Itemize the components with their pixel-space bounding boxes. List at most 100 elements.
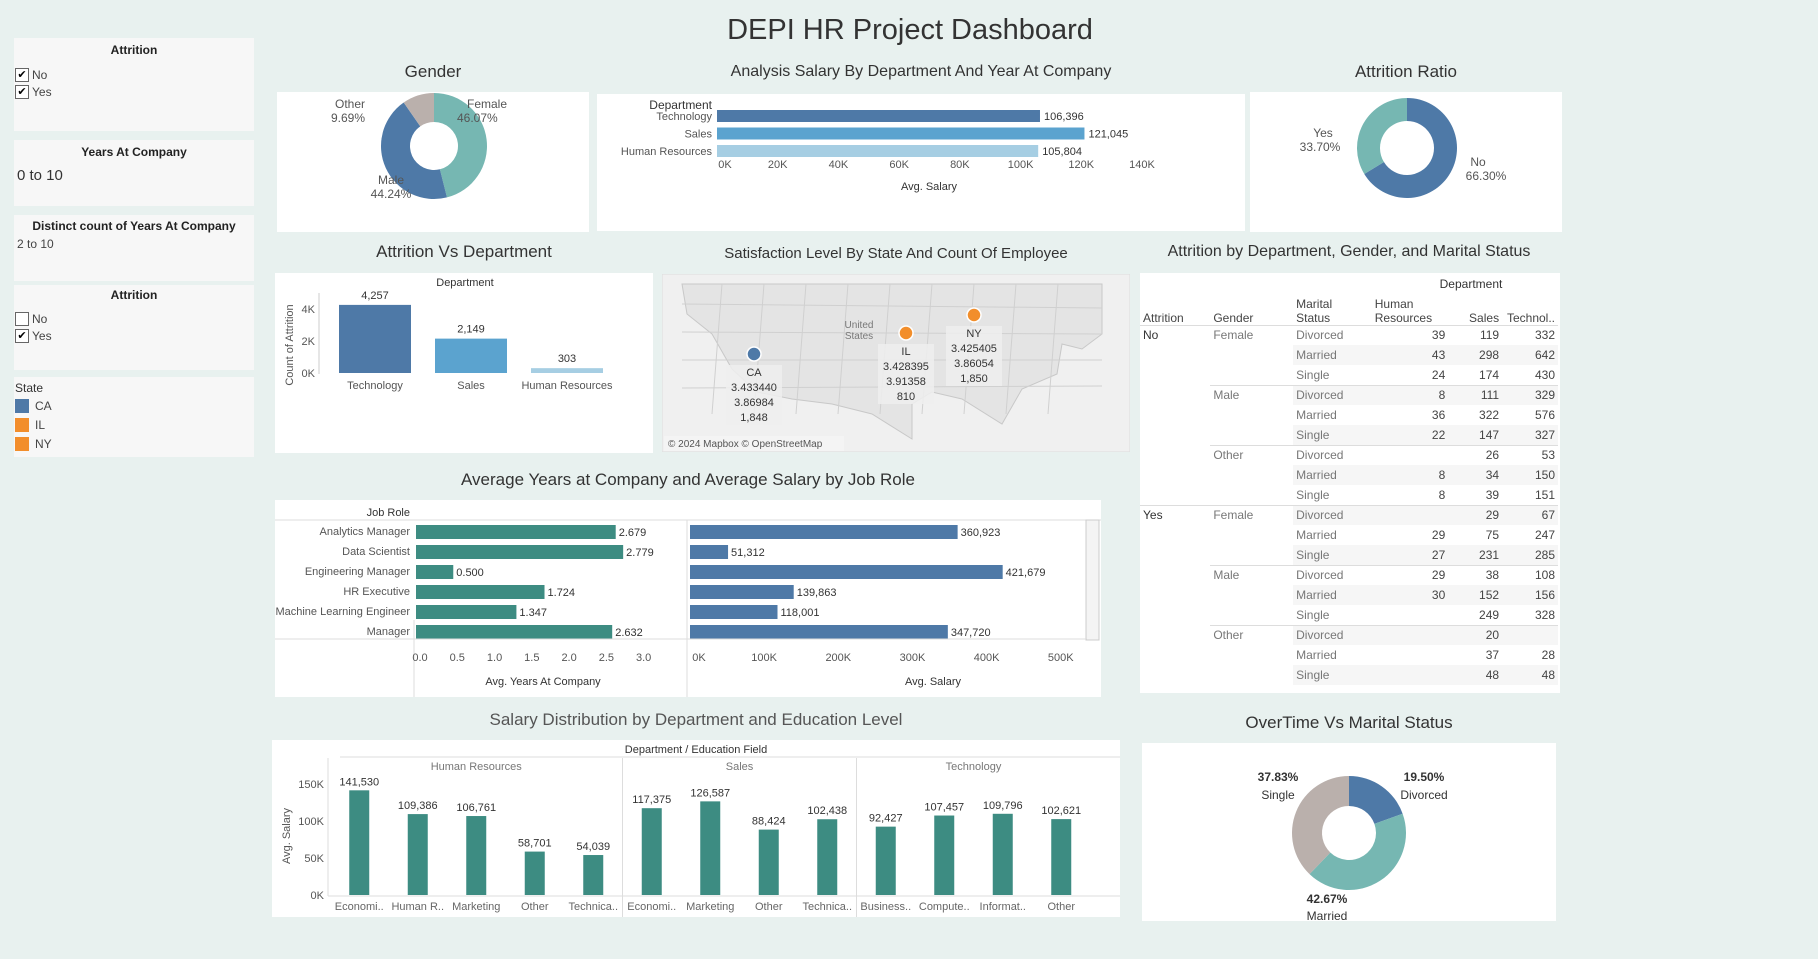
filter-title: Distinct count of Years At Company	[32, 219, 236, 233]
y-tick-label: 50K	[304, 853, 324, 865]
filter-attrition-2: Attrition No ✔ Yes	[14, 285, 254, 370]
table-cell	[1210, 605, 1293, 625]
checkbox-unchecked-icon[interactable]	[15, 311, 29, 326]
filter-option-yes[interactable]: ✔ Yes	[15, 327, 254, 344]
category-label: Business..	[860, 901, 911, 913]
table-cell: Female	[1210, 504, 1294, 525]
role-title: Average Years at Company and Average Sal…	[461, 470, 915, 489]
x-tick-label: 2.5	[599, 652, 614, 664]
slice-value: 37.83%	[1258, 770, 1299, 784]
filter-option-yes[interactable]: ✔ Yes	[15, 83, 254, 100]
filter-attrition-1: Attrition ✔ No ✔ Yes	[14, 38, 254, 131]
label-bg	[946, 341, 1002, 356]
data-label: 139,863	[797, 587, 837, 599]
filter-distinct-years[interactable]: Distinct count of Years At Company 2 to …	[14, 215, 254, 281]
x-tick-label: 120K	[1068, 159, 1094, 171]
x-tick-label: 40K	[829, 159, 849, 171]
x-tick-label: 1.0	[487, 652, 502, 664]
table-row: No Female Divorced 39 119 332	[1140, 324, 1558, 345]
map-point-label: 1,848	[740, 412, 768, 424]
checkbox-checked-icon[interactable]: ✔	[15, 67, 29, 82]
filter-title: Attrition	[110, 43, 158, 57]
bar-sales	[700, 801, 721, 895]
filter-value[interactable]: 0 to 10	[17, 167, 63, 184]
state-border	[1047, 283, 1059, 415]
data-label: 106,761	[456, 802, 496, 814]
category-label: Other	[1047, 901, 1075, 913]
table-cell: 327	[1502, 425, 1558, 445]
table-cell: 152	[1448, 585, 1503, 605]
table-cell: 39	[1485, 487, 1500, 502]
table-row: Married 29 75 247	[1140, 525, 1558, 545]
legend-label: CA	[35, 398, 52, 413]
table-cell: Single	[1296, 367, 1330, 382]
legend-item-il[interactable]: IL	[15, 415, 254, 434]
table-cell	[1210, 545, 1293, 565]
table-row: Single 22 147 327	[1140, 425, 1558, 445]
table-cell: 43	[1371, 345, 1449, 365]
bar-salary	[690, 525, 958, 539]
overtime-pie-chart: 19.50% Divorced 42.67% Married 37.83% Single	[1258, 770, 1448, 923]
filter-title: Attrition	[110, 288, 158, 302]
table-cell: 8	[1371, 465, 1449, 485]
table-cell: 38	[1448, 564, 1503, 585]
data-label: 88,424	[752, 816, 786, 828]
y-tick-label: 4K	[302, 304, 316, 316]
legend-item-ca[interactable]: CA	[15, 396, 254, 415]
bar-salary	[690, 545, 729, 559]
bar-human-resources	[349, 790, 370, 895]
table-row: Yes Female Divorced 29 67	[1140, 504, 1558, 525]
table-cell: Single	[1293, 545, 1372, 565]
table-cell	[1210, 465, 1293, 485]
table-cell: 249	[1479, 607, 1500, 622]
data-label: 105,804	[1042, 146, 1082, 158]
bar-technology	[717, 110, 1040, 122]
table-cell: Divorced	[1293, 504, 1372, 525]
slice-label: No	[1470, 155, 1486, 169]
data-label: 106,396	[1044, 111, 1084, 123]
table-cell: 48	[1502, 665, 1558, 685]
map-panel[interactable]: United States CA 3.433440 3.86984 1,848 IL 3.42…	[661, 273, 1131, 453]
filter-option-no[interactable]: ✔ No	[15, 66, 254, 83]
table-row: Married 36 322 576	[1140, 405, 1558, 425]
salary-dept-title: Analysis Salary By Department And Year A…	[730, 63, 1112, 80]
table-cell: Single	[1296, 607, 1330, 622]
edu-panel: Department / Education Field Avg. Salary 0…	[272, 740, 1120, 917]
table-cell: 174	[1479, 367, 1500, 382]
table-cell: 22	[1371, 425, 1449, 445]
label-bg	[946, 371, 1002, 386]
bar-salary	[690, 565, 1003, 579]
table-cell: Other	[1210, 444, 1294, 465]
table-cell: Married	[1296, 408, 1337, 422]
map-credit: © 2024 Mapbox © OpenStreetMap	[668, 439, 823, 450]
gender-panel: Female 46.07% Male 44.24% Other 9.69%	[277, 92, 589, 232]
table-cell: 147	[1448, 425, 1503, 445]
category-label: Compute..	[919, 901, 970, 913]
state-legend: State CA IL NY	[14, 377, 254, 457]
map-point-label: CA	[746, 367, 762, 379]
bar-human-resources	[524, 851, 545, 895]
bar-years	[416, 565, 454, 579]
checkbox-checked-icon[interactable]: ✔	[15, 328, 29, 343]
bar-human-resources	[717, 145, 1039, 157]
map-point-label: IL	[901, 346, 910, 358]
filter-option-label: Yes	[32, 328, 52, 343]
filter-option-no[interactable]: No	[15, 310, 254, 327]
filter-years-at-company[interactable]: Years At Company 0 to 10	[14, 140, 254, 206]
checkbox-checked-icon[interactable]: ✔	[15, 84, 29, 99]
group-label: Technology	[946, 761, 1002, 773]
legend-item-ny[interactable]: NY	[15, 434, 254, 453]
table-cell: 322	[1479, 408, 1500, 422]
data-label: 1.347	[519, 607, 547, 619]
pie-slice-other	[403, 93, 434, 127]
slice-label: Male	[378, 173, 404, 187]
table-cell	[1140, 545, 1210, 565]
table-cell: 285	[1502, 545, 1558, 565]
role-bar-chart: Job Role Analytics Manager 2.679 360,923 Dat…	[275, 507, 1101, 697]
table-cell: 332	[1502, 324, 1558, 345]
category-label: Other	[521, 901, 549, 913]
table-cell	[1371, 624, 1449, 645]
filter-value[interactable]: 2 to 10	[17, 237, 54, 251]
scrollbar	[1085, 519, 1100, 641]
